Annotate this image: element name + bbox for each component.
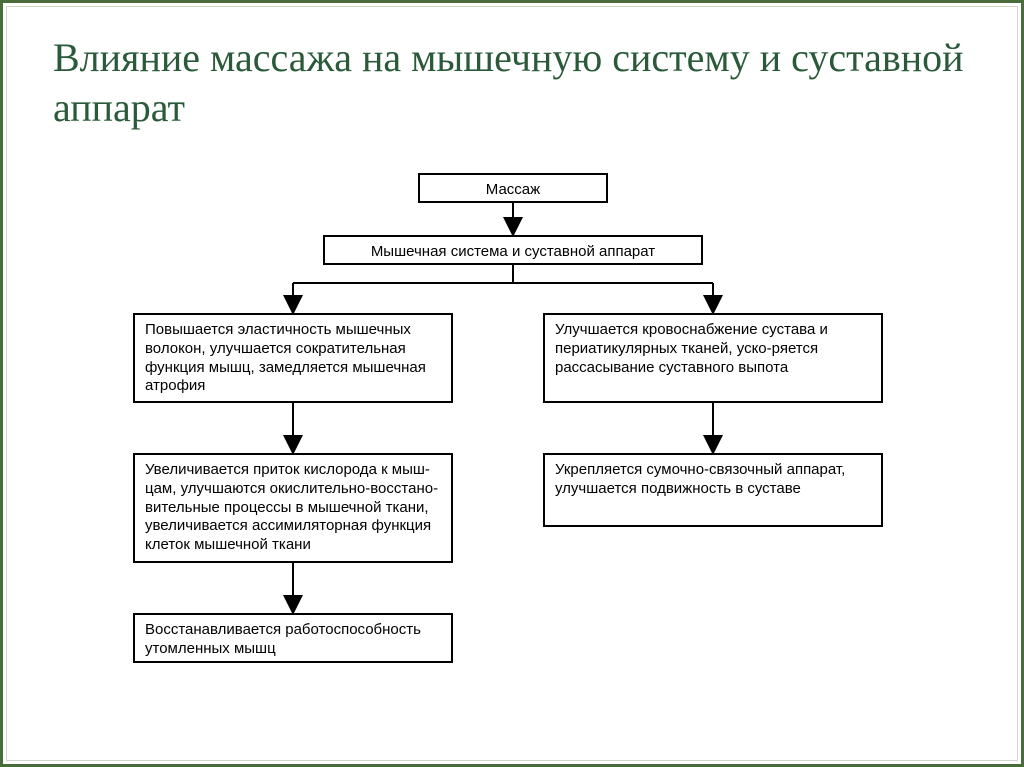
node-recovery: Восстанавливается работоспособность утом… [133, 613, 453, 663]
node-ligaments: Укрепляется сумочно-связочный аппарат, у… [543, 453, 883, 527]
slide-title: Влияние массажа на мышечную систему и су… [53, 33, 971, 133]
flowchart: Массаж Мышечная система и суставной аппа… [3, 173, 1024, 733]
node-system: Мышечная система и суставной аппарат [323, 235, 703, 265]
node-massage: Массаж [418, 173, 608, 203]
node-elasticity: Повышается эластичность мышечных волокон… [133, 313, 453, 403]
node-blood-supply: Улучшается кровоснабжение сустава и пери… [543, 313, 883, 403]
node-oxygen: Увеличивается приток кислорода к мыш-цам… [133, 453, 453, 563]
